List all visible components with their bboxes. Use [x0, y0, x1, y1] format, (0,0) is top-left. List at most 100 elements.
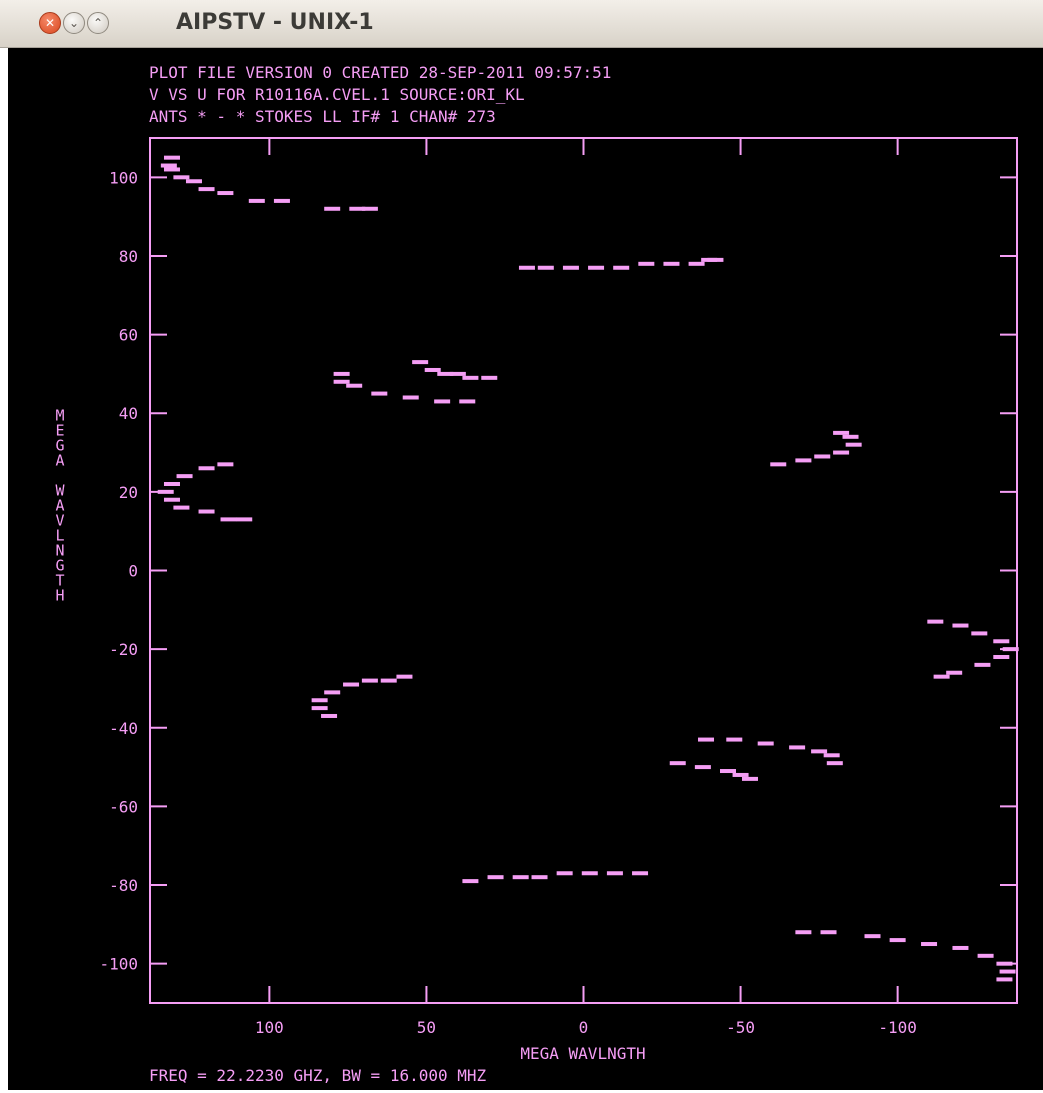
y-tick-label: -40	[109, 719, 138, 738]
uv-point	[346, 383, 363, 388]
uv-point	[361, 678, 378, 683]
uv-point	[163, 482, 180, 486]
uv-point	[741, 776, 758, 781]
x-tick-labels: 100 50 0 -50 -100	[255, 1018, 917, 1037]
uv-point	[437, 371, 454, 376]
uv-point	[487, 875, 504, 880]
uv-point	[163, 167, 180, 172]
y-tick-label: 0	[128, 562, 138, 581]
x-tick-label: 0	[579, 1018, 589, 1037]
uv-point	[720, 769, 736, 774]
uv-point	[921, 942, 938, 947]
uv-point	[185, 179, 202, 184]
maximize-icon: ⌃	[92, 16, 104, 30]
uv-point	[217, 462, 234, 467]
title-bar[interactable]: ✕ ⌄ ⌃ AIPSTV - UNIX-1	[0, 0, 1043, 48]
uv-point	[698, 737, 715, 742]
close-button[interactable]: ✕	[39, 12, 61, 34]
y-tick-label: 100	[109, 168, 138, 187]
uv-point	[833, 430, 850, 435]
uv-point	[198, 509, 215, 514]
plot-footer: FREQ = 22.2230 GHZ, BW = 16.000 MHZ	[149, 1066, 487, 1085]
uv-point	[795, 458, 812, 463]
y-axis-label-char: L	[55, 527, 64, 545]
y-tick-label: -60	[109, 797, 138, 816]
y-axis-label-char: M	[55, 407, 64, 425]
uv-point	[236, 517, 253, 522]
uv-point	[952, 623, 969, 628]
uv-point	[481, 375, 498, 380]
y-axis-label-char: N	[55, 542, 64, 560]
uv-point	[518, 265, 535, 270]
uv-point	[688, 261, 705, 266]
uv-point	[163, 155, 180, 160]
uv-point	[434, 399, 451, 404]
uv-point	[402, 395, 419, 400]
uv-point	[349, 206, 366, 211]
uv-point	[556, 871, 573, 876]
uv-point	[820, 930, 837, 935]
y-axis-label-char: G	[55, 557, 64, 575]
uv-point	[424, 367, 441, 372]
uv-point	[613, 265, 630, 270]
uv-point	[669, 761, 686, 766]
uv-point	[531, 875, 548, 880]
y-tick-label: 40	[119, 404, 138, 423]
uv-point	[993, 639, 1010, 644]
uv-point	[823, 753, 840, 758]
uv-point	[449, 371, 466, 376]
y-tick-label: 60	[119, 326, 138, 345]
uv-point	[757, 741, 774, 746]
uv-point	[273, 198, 290, 203]
uv-point	[333, 371, 350, 376]
uv-point	[927, 619, 944, 624]
uv-point	[694, 765, 711, 770]
uv-point	[176, 474, 193, 479]
maximize-button[interactable]: ⌃	[87, 12, 109, 34]
tv-display: PLOT FILE VERSION 0 CREATED 28-SEP-2011 …	[8, 48, 1043, 1090]
x-tick-label: -50	[726, 1018, 755, 1037]
uv-point	[946, 670, 963, 675]
uv-point	[707, 257, 724, 262]
uv-point	[343, 682, 360, 687]
uv-point	[311, 698, 328, 703]
uv-point	[321, 713, 338, 718]
uv-point	[588, 265, 605, 270]
minimize-icon: ⌄	[68, 16, 80, 30]
uv-point	[789, 745, 806, 750]
uv-point	[795, 930, 812, 935]
x-tick-label: 50	[417, 1018, 436, 1037]
uv-point	[842, 434, 859, 439]
plot-header: PLOT FILE VERSION 0 CREATED 28-SEP-2011 …	[149, 63, 611, 126]
minimize-button[interactable]: ⌄	[63, 12, 85, 34]
y-axis-label-char: E	[55, 422, 64, 440]
window-title: AIPSTV - UNIX-1	[176, 10, 374, 35]
uv-point	[324, 690, 341, 695]
uv-point	[638, 261, 655, 266]
uv-point	[952, 945, 969, 950]
uv-point	[993, 655, 1010, 659]
uv-point	[462, 879, 479, 884]
uv-point	[333, 379, 350, 384]
uv-point	[606, 871, 623, 876]
y-tick-label: 20	[119, 483, 138, 502]
header-line: PLOT FILE VERSION 0 CREATED 28-SEP-2011 …	[149, 63, 611, 82]
uv-point	[562, 265, 579, 270]
y-axis-label-char: T	[55, 572, 64, 590]
y-axis-label-char: V	[55, 512, 64, 530]
uv-point	[1002, 647, 1019, 652]
uv-point	[732, 772, 749, 777]
uv-point	[248, 198, 265, 203]
uv-point	[198, 466, 215, 471]
uv-point	[173, 175, 190, 180]
uv-point	[581, 871, 598, 876]
uv-point	[811, 749, 828, 754]
uv-point	[826, 761, 843, 766]
x-tick-label: -100	[878, 1018, 917, 1037]
x-tick-label: 100	[255, 1018, 284, 1037]
uv-point	[845, 442, 862, 447]
uv-point	[311, 706, 328, 711]
uv-point	[462, 375, 479, 380]
uv-point	[663, 261, 680, 266]
